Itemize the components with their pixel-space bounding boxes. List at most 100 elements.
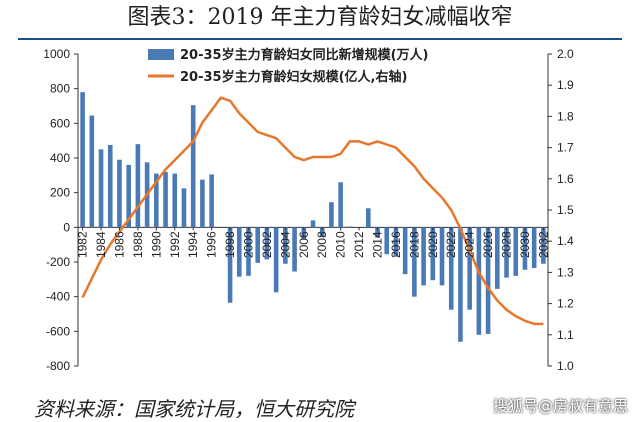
x-tick-label: 2020 — [426, 231, 440, 258]
right-tick-label: 1.1 — [557, 328, 574, 342]
line-path — [81, 96, 544, 326]
bar-2010 — [338, 182, 343, 228]
bar-2006 — [301, 227, 307, 240]
left-tick-label: 1000 — [43, 47, 70, 61]
bar-2013 — [365, 208, 371, 228]
x-tick-label: 2014 — [371, 231, 385, 258]
right-axis-ticks: 2.0 1.9 1.8 1.7 1.6 1.5 1.4 1.3 1.2 1.1 1.0 — [548, 47, 574, 373]
bar-1987 — [126, 164, 131, 228]
bar-2014 — [375, 227, 380, 238]
bar-2003 — [273, 227, 279, 293]
left-tick-label: 0 — [63, 220, 70, 234]
bar-1982 — [80, 92, 85, 228]
x-tick-label: 1986 — [112, 231, 126, 258]
bar-1991 — [163, 171, 168, 228]
bar-1986 — [117, 159, 122, 228]
bar-2004 — [283, 227, 288, 264]
right-tick-label: 1.8 — [557, 109, 574, 123]
x-tick-label: 2026 — [481, 231, 495, 258]
legend: 20-35岁主力育龄妇女同比新增规模(万人) 20-35岁主力育龄妇女规模(亿人,… — [148, 47, 428, 85]
right-tick-label: 1.2 — [557, 297, 574, 311]
x-tick-label: 2022 — [444, 231, 458, 258]
bar-2023 — [458, 227, 463, 342]
left-tick-label: 600 — [50, 116, 70, 130]
bar-1994 — [190, 105, 196, 228]
bar-2031 — [531, 227, 537, 269]
legend-label-line: 20-35岁主力育龄妇女规模(亿人,右轴) — [180, 69, 407, 85]
x-tick-label: 1984 — [94, 231, 108, 258]
bar-2030 — [522, 227, 528, 270]
right-tick-label: 2.0 — [557, 47, 574, 61]
x-tick-label: 1982 — [76, 231, 90, 258]
x-tick-label: 2018 — [407, 231, 421, 258]
x-tick-label: 2000 — [241, 231, 255, 258]
line-series — [81, 96, 544, 326]
legend-label-bars: 20-35岁主力育龄妇女同比新增规模(万人) — [180, 47, 428, 63]
bar-2025 — [476, 227, 482, 335]
x-tick-label: 1994 — [186, 231, 200, 258]
bar-2018 — [412, 227, 417, 297]
left-tick-label: -200 — [46, 255, 70, 269]
bar-1992 — [172, 173, 178, 228]
bar-2022 — [448, 227, 454, 310]
watermark: 搜狐号@房叔有意思 — [492, 397, 628, 415]
bar-2005 — [292, 227, 297, 272]
x-tick-label: 1992 — [168, 231, 182, 258]
bar-2015 — [384, 227, 390, 255]
left-tick-label: -400 — [46, 290, 70, 304]
x-tick-label: 1996 — [205, 231, 219, 258]
right-tick-label: 1.0 — [557, 359, 574, 373]
right-tick-label: 1.5 — [557, 203, 574, 217]
bar-1988 — [135, 144, 141, 228]
x-tick-label: 1990 — [149, 231, 163, 258]
left-tick-label: 400 — [50, 151, 70, 165]
left-axis-ticks: 1000 800 600 400 200 0 -200 -400 -600 -800 — [43, 47, 78, 373]
x-tick-label: 2004 — [278, 231, 292, 258]
chart-title: 图表3：2019 年主力育龄妇女减幅收窄 — [127, 5, 513, 30]
x-tick-label: 2024 — [463, 231, 477, 258]
bar-1984 — [98, 149, 104, 228]
right-tick-label: 1.7 — [557, 141, 574, 155]
x-tick-label: 2010 — [334, 231, 348, 258]
bar-1999 — [236, 227, 242, 277]
x-tick-label: 1988 — [131, 231, 145, 258]
bar-1983 — [89, 115, 95, 228]
bar-2009 — [329, 202, 334, 228]
bar-2029 — [513, 227, 519, 276]
bar-1985 — [107, 145, 113, 228]
bar-2021 — [439, 227, 445, 286]
right-tick-label: 1.6 — [557, 172, 574, 186]
right-tick-label: 1.3 — [557, 265, 574, 279]
left-tick-label: 800 — [50, 82, 70, 96]
x-tick-label: 1998 — [223, 231, 237, 258]
bar-2001 — [255, 227, 261, 263]
bar-2017 — [402, 227, 408, 275]
bar-2016 — [393, 227, 399, 257]
bar-2024 — [467, 227, 472, 310]
left-tick-label: 200 — [50, 186, 70, 200]
x-tick-label: 2032 — [536, 231, 550, 258]
bar-1990 — [154, 173, 159, 228]
x-tick-label: 2016 — [389, 231, 403, 258]
bar-1998 — [227, 227, 233, 303]
bar-1995 — [200, 179, 205, 228]
left-tick-label: -600 — [46, 324, 70, 338]
bar-2020 — [430, 227, 436, 281]
x-axis-ticks: 1982 1984 1986 1988 1990 1992 1994 1996 1998 2000… — [76, 227, 550, 258]
right-tick-label: 1.9 — [557, 78, 574, 92]
x-tick-label: 2002 — [260, 231, 274, 258]
legend-swatch-bars — [148, 49, 174, 60]
x-tick-label: 2012 — [352, 231, 366, 258]
right-tick-label: 1.4 — [557, 234, 574, 248]
bar-2026 — [485, 227, 491, 334]
bar-1996 — [209, 174, 214, 228]
title-underline — [18, 38, 622, 40]
bar-2028 — [504, 227, 509, 278]
x-tick-label: 2006 — [297, 231, 311, 258]
bar-series — [80, 92, 546, 342]
bar-2019 — [421, 227, 426, 286]
bar-2008 — [319, 227, 325, 237]
x-tick-label: 2030 — [518, 231, 532, 258]
left-tick-label: -800 — [46, 359, 70, 373]
